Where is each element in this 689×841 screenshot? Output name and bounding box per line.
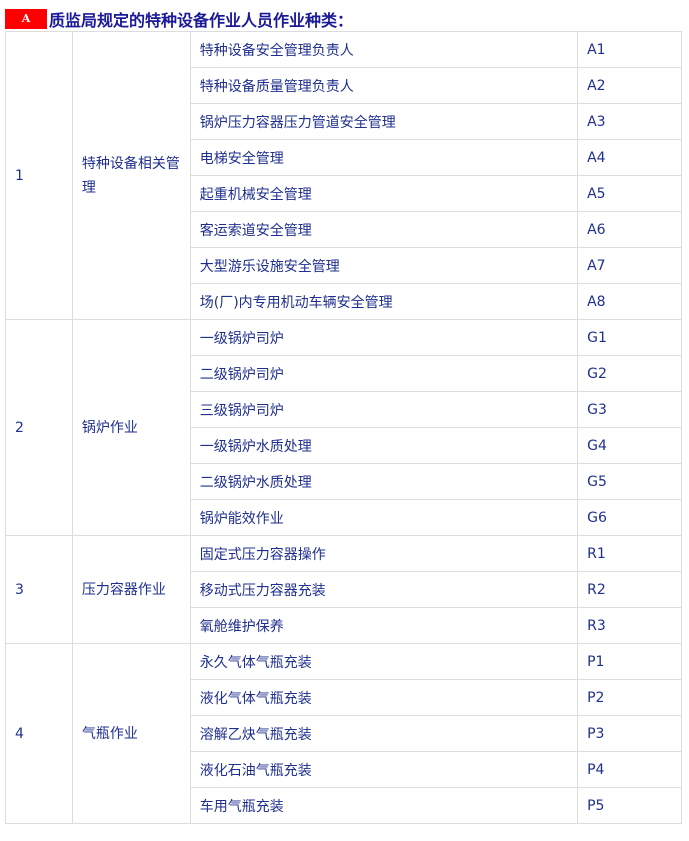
group-category: 气瓶作业 [71,643,191,824]
table-row: 溶解乙炔气瓶充装 P3 [6,715,682,752]
operation-name: 锅炉能效作业 [189,499,579,536]
operation-name: 溶解乙炔气瓶充装 [189,715,579,752]
operation-code: R2 [577,571,682,608]
operation-code: G1 [577,319,682,356]
table-row: 特种设备质量管理负责人 A2 [6,67,682,104]
table-row: 3 压力容器作业 固定式压力容器操作 R1 [5,535,682,644]
operation-name: 一级锅炉水质处理 [189,427,579,464]
operation-code: A7 [577,247,682,284]
operation-name: 起重机械安全管理 [189,175,579,212]
operation-code: P4 [577,751,682,788]
operation-name: 三级锅炉司炉 [189,391,579,428]
table-row: 二级锅炉司炉 G2 [6,355,682,392]
operation-code: R1 [577,535,682,572]
operation-name: 氧舱维护保养 [189,607,579,644]
table-row: 4 气瓶作业 永久气体气瓶充装 P1 [5,643,682,824]
table-row: 场(厂)内专用机动车辆安全管理 A8 [6,283,682,320]
operation-code: G4 [577,427,682,464]
operation-code: A1 [577,31,682,68]
operation-name: 电梯安全管理 [189,139,579,176]
operation-name: 客运索道安全管理 [189,211,579,248]
group-number: 1 [5,31,73,320]
operation-name: 固定式压力容器操作 [189,535,579,572]
table-row: 起重机械安全管理 A5 [6,175,682,212]
table-row: 车用气瓶充装 P5 [6,787,682,824]
section-badge: A [5,9,47,29]
operation-code: A5 [577,175,682,212]
table-row: 锅炉压力容器压力管道安全管理 A3 [6,103,682,140]
operation-code: A8 [577,283,682,320]
operation-name: 特种设备安全管理负责人 [189,31,579,68]
group-category: 特种设备相关管理 [71,31,191,320]
table-row: 移动式压力容器充装 R2 [6,571,682,608]
operation-name: 大型游乐设施安全管理 [189,247,579,284]
table-row: 锅炉能效作业 G6 [6,499,682,536]
operation-code: R3 [577,607,682,644]
operation-code: P5 [577,787,682,824]
group-category: 锅炉作业 [71,319,191,536]
operation-name: 锅炉压力容器压力管道安全管理 [189,103,579,140]
table-row: 液化气体气瓶充装 P2 [6,679,682,716]
operation-code: A6 [577,211,682,248]
table-row: 氧舱维护保养 R3 [6,607,682,644]
table-row: 大型游乐设施安全管理 A7 [6,247,682,284]
operation-code: A2 [577,67,682,104]
operation-code: G6 [577,499,682,536]
operation-code: P1 [577,643,682,680]
operation-name: 车用气瓶充装 [189,787,579,824]
table-row: 电梯安全管理 A4 [6,139,682,176]
operation-name: 一级锅炉司炉 [189,319,579,356]
operation-name: 液化气体气瓶充装 [189,679,579,716]
operation-code: P3 [577,715,682,752]
operation-name: 移动式压力容器充装 [189,571,579,608]
table-row: 1 特种设备相关管理 特种设备安全管理负责人 A1 [5,31,682,320]
operation-code: P2 [577,679,682,716]
operation-code: A4 [577,139,682,176]
operation-types-table: 1 特种设备相关管理 特种设备安全管理负责人 A1 特种设备质量管理负责人 A2 锅炉压力容… [5,31,682,824]
operation-name: 二级锅炉司炉 [189,355,579,392]
group-number: 2 [5,319,73,536]
operation-code: A3 [577,103,682,140]
group-category: 压力容器作业 [71,535,191,644]
operation-name: 场(厂)内专用机动车辆安全管理 [189,283,579,320]
operation-name: 特种设备质量管理负责人 [189,67,579,104]
operation-name: 液化石油气瓶充装 [189,751,579,788]
operation-code: G3 [577,391,682,428]
table-row: 二级锅炉水质处理 G5 [6,463,682,500]
table-row: 2 锅炉作业 一级锅炉司炉 G1 [5,319,682,536]
section-title-text: 质监局规定的特种设备作业人员作业种类： [49,11,354,30]
operation-code: G2 [577,355,682,392]
operation-code: G5 [577,463,682,500]
table-row: 液化石油气瓶充装 P4 [6,751,682,788]
table-row: 三级锅炉司炉 G3 [6,391,682,428]
table-row: 客运索道安全管理 A6 [6,211,682,248]
section-title: A 质监局规定的特种设备作业人员作业种类： [5,8,353,30]
operation-name: 二级锅炉水质处理 [189,463,579,500]
operation-name: 永久气体气瓶充装 [189,643,579,680]
group-number: 4 [5,643,73,824]
group-number: 3 [5,535,73,644]
